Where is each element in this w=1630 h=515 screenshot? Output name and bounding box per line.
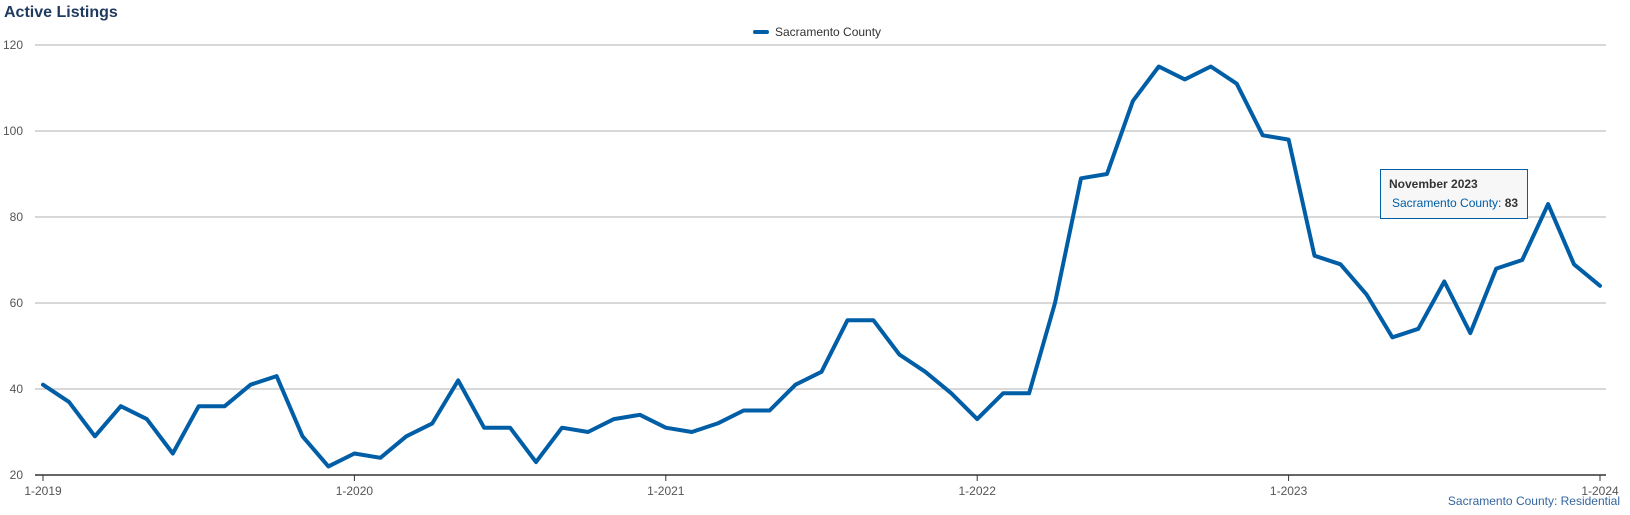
x-tick-label: 1-2024 — [1581, 484, 1619, 498]
data-point[interactable] — [1127, 95, 1139, 107]
data-point[interactable] — [400, 430, 412, 442]
data-point[interactable] — [1335, 258, 1347, 270]
tooltip-title: November 2023 — [1389, 177, 1478, 191]
chart-title: Active Listings — [4, 4, 118, 21]
y-tick-label: 40 — [10, 382, 24, 396]
x-axis: 1-2019 1-2020 1-2021 1-2022 1-2023 1-2024 — [24, 475, 1619, 498]
tooltip-series-label: Sacramento County: — [1392, 196, 1502, 210]
data-point[interactable] — [478, 422, 490, 434]
x-tick-label: 1-2020 — [336, 484, 374, 498]
data-point[interactable] — [556, 422, 568, 434]
x-tick-label: 1-2021 — [647, 484, 685, 498]
gridlines — [35, 44, 1606, 476]
data-point[interactable] — [1101, 168, 1113, 180]
data-point[interactable] — [634, 409, 646, 421]
data-point[interactable] — [919, 366, 931, 378]
data-point[interactable] — [1594, 280, 1606, 292]
data-point[interactable] — [1516, 254, 1528, 266]
data-point[interactable] — [193, 400, 205, 412]
data-point[interactable] — [322, 460, 334, 472]
data-point[interactable] — [1412, 323, 1424, 335]
data-point[interactable] — [245, 379, 257, 391]
data-point[interactable] — [1283, 134, 1295, 146]
data-point[interactable] — [816, 366, 828, 378]
data-point[interactable] — [1490, 263, 1502, 275]
x-tick-label: 1-2023 — [1270, 484, 1308, 498]
data-point[interactable] — [219, 400, 231, 412]
data-point[interactable] — [1257, 129, 1269, 141]
data-point[interactable] — [271, 370, 283, 382]
data-point[interactable] — [1386, 331, 1398, 343]
data-point[interactable] — [297, 430, 309, 442]
data-point[interactable] — [841, 314, 853, 326]
data-point[interactable] — [608, 413, 620, 425]
data-point[interactable] — [141, 413, 153, 425]
legend[interactable]: Sacramento County — [753, 25, 881, 39]
data-point[interactable] — [89, 430, 101, 442]
data-point[interactable] — [1205, 61, 1217, 73]
data-point[interactable] — [1542, 198, 1554, 210]
data-point[interactable] — [893, 349, 905, 361]
data-point[interactable] — [1309, 250, 1321, 262]
data-point[interactable] — [1438, 276, 1450, 288]
chart-credit: Sacramento County: Residential — [1447, 494, 1620, 508]
legend-swatch — [753, 30, 769, 34]
data-point[interactable] — [686, 426, 698, 438]
data-point[interactable] — [167, 448, 179, 460]
y-tick-label: 20 — [10, 468, 24, 482]
series-layer — [37, 61, 1606, 472]
data-point[interactable] — [738, 405, 750, 417]
data-point[interactable] — [1153, 61, 1165, 73]
data-point[interactable] — [1179, 73, 1191, 85]
data-point[interactable] — [971, 413, 983, 425]
data-point[interactable] — [504, 422, 516, 434]
data-point[interactable] — [426, 417, 438, 429]
y-axis: 20 40 60 80 100 120 — [3, 38, 23, 482]
data-point[interactable] — [764, 405, 776, 417]
tooltip-value: 83 — [1504, 196, 1519, 210]
y-tick-label: 60 — [10, 296, 24, 310]
legend-label: Sacramento County — [775, 25, 882, 39]
data-point[interactable] — [1023, 387, 1035, 399]
data-point[interactable] — [712, 417, 724, 429]
x-tick-label: 1-2022 — [959, 484, 997, 498]
data-point[interactable] — [1075, 172, 1087, 184]
series-line-sacramento-county[interactable] — [41, 64, 1602, 469]
data-point[interactable] — [63, 396, 75, 408]
data-point[interactable] — [1568, 258, 1580, 270]
data-point[interactable] — [1360, 288, 1372, 300]
data-point[interactable] — [997, 387, 1009, 399]
data-point[interactable] — [348, 448, 360, 460]
y-tick-label: 100 — [3, 124, 23, 138]
x-tick-label: 1-2019 — [24, 484, 62, 498]
y-tick-label: 80 — [10, 210, 24, 224]
y-tick-label: 120 — [3, 38, 23, 52]
tooltip-body: Sacramento County: 83 — [1389, 196, 1519, 210]
data-point[interactable] — [945, 387, 957, 399]
data-point[interactable] — [530, 456, 542, 468]
data-point[interactable] — [115, 400, 127, 412]
data-point[interactable] — [1464, 327, 1476, 339]
data-point[interactable] — [867, 314, 879, 326]
data-point[interactable] — [582, 426, 594, 438]
data-point[interactable] — [452, 374, 464, 386]
data-point[interactable] — [1049, 297, 1061, 309]
data-point[interactable] — [1231, 78, 1243, 90]
data-point[interactable] — [37, 379, 49, 391]
data-point[interactable] — [790, 379, 802, 391]
tooltip: November 2023 Sacramento County: 83 — [1380, 169, 1528, 219]
data-point[interactable] — [660, 422, 672, 434]
data-point[interactable] — [374, 452, 386, 464]
